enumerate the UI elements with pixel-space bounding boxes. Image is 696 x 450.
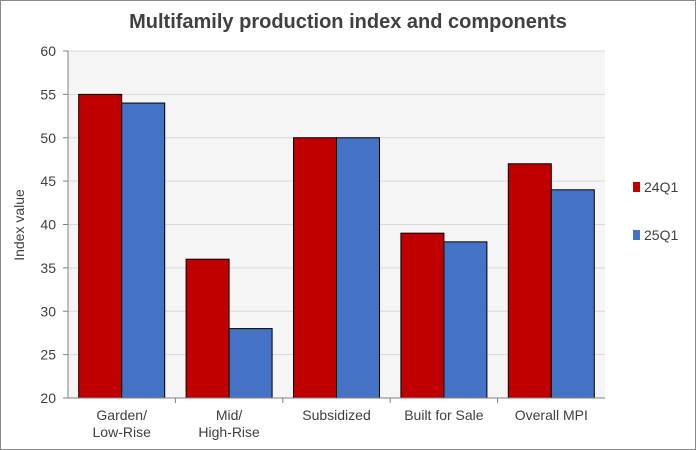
x-tick-label-4: Overall MPI bbox=[515, 407, 588, 423]
y-tick-labels: 20 25 30 35 40 45 50 55 60 bbox=[40, 43, 68, 406]
x-tick-label-1: Mid/High-Rise bbox=[198, 407, 260, 440]
y-axis-title: Index value bbox=[11, 189, 27, 261]
x-tick-labels: Garden/Low-Rise Mid/High-Rise Subsidized Bu… bbox=[93, 407, 588, 440]
y-tick-label-35: 35 bbox=[40, 260, 56, 276]
legend-swatch-25Q1 bbox=[633, 230, 640, 240]
x-tick-label-0: Garden/Low-Rise bbox=[93, 407, 152, 440]
y-tick-label-50: 50 bbox=[40, 130, 56, 146]
bar-25Q1-4 bbox=[550, 189, 595, 399]
y-tick-label-25: 25 bbox=[40, 347, 56, 363]
y-tick-label-30: 30 bbox=[40, 303, 56, 319]
legend: 24Q1 25Q1 bbox=[633, 179, 678, 243]
legend-swatch-24Q1 bbox=[633, 182, 640, 192]
bars bbox=[78, 93, 595, 399]
y-tick-label-40: 40 bbox=[40, 217, 56, 233]
chart-title: Multifamily production index and compone… bbox=[129, 11, 567, 33]
legend-label-24Q1: 24Q1 bbox=[644, 179, 678, 195]
bar-25Q1-1 bbox=[228, 328, 273, 399]
bar-24Q1-2 bbox=[293, 137, 337, 399]
y-tick-label-20: 20 bbox=[40, 390, 56, 406]
bar-24Q1-0 bbox=[78, 93, 123, 399]
y-tick-label-60: 60 bbox=[40, 43, 56, 59]
bar-24Q1-3 bbox=[400, 232, 445, 399]
y-tick-label-45: 45 bbox=[40, 173, 56, 189]
x-tick-label-3: Built for Sale bbox=[404, 407, 484, 423]
bar-25Q1-3 bbox=[443, 241, 488, 399]
bar-24Q1-1 bbox=[185, 258, 230, 399]
bar-25Q1-0 bbox=[121, 102, 166, 399]
bar-24Q1-4 bbox=[507, 163, 552, 399]
x-tick-label-2: Subsidized bbox=[302, 407, 371, 423]
legend-label-25Q1: 25Q1 bbox=[644, 227, 678, 243]
y-tick-label-55: 55 bbox=[40, 86, 56, 102]
bar-25Q1-2 bbox=[336, 137, 380, 399]
